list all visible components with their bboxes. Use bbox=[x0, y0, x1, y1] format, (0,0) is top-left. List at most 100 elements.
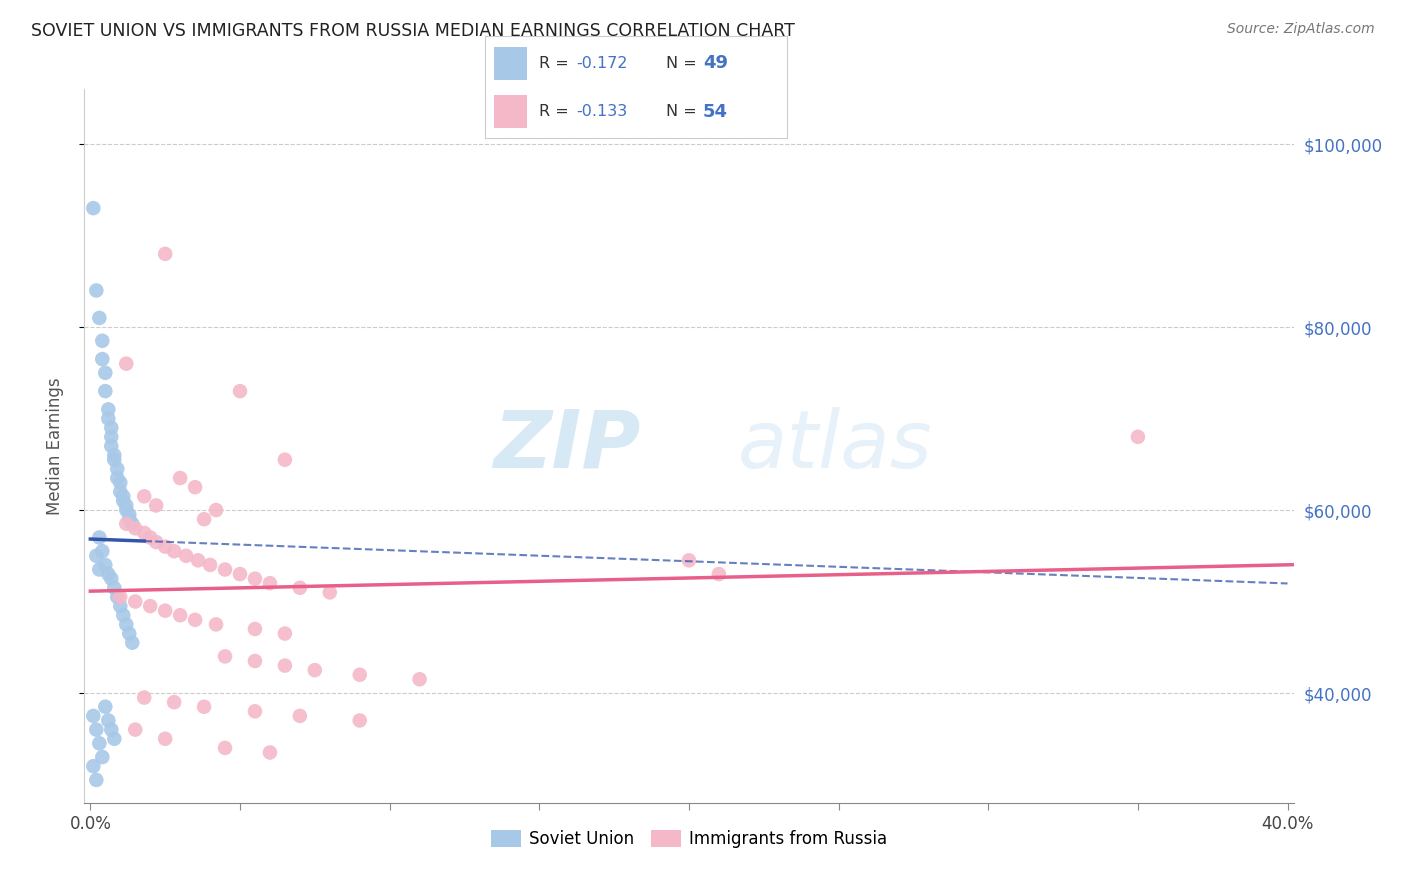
Text: 54: 54 bbox=[703, 103, 728, 120]
Point bbox=[274, 452, 297, 467]
Point bbox=[274, 658, 297, 673]
Point bbox=[288, 709, 311, 723]
Point bbox=[105, 590, 128, 604]
Point bbox=[134, 690, 156, 705]
Point bbox=[105, 462, 128, 476]
Point bbox=[86, 723, 108, 737]
Text: N =: N = bbox=[666, 104, 703, 120]
Point bbox=[82, 709, 104, 723]
Point bbox=[91, 544, 114, 558]
Point bbox=[86, 549, 108, 563]
Point bbox=[97, 714, 120, 728]
Point bbox=[89, 562, 111, 576]
Point bbox=[115, 499, 138, 513]
Point bbox=[89, 736, 111, 750]
Point bbox=[707, 567, 730, 582]
Text: 49: 49 bbox=[703, 54, 728, 72]
Point bbox=[349, 714, 371, 728]
Point bbox=[678, 553, 700, 567]
Point bbox=[205, 503, 228, 517]
Point bbox=[110, 484, 132, 499]
Point bbox=[89, 531, 111, 545]
Point bbox=[214, 740, 236, 755]
FancyBboxPatch shape bbox=[494, 47, 527, 79]
Point bbox=[259, 576, 281, 591]
Point bbox=[100, 723, 122, 737]
Point bbox=[153, 540, 176, 554]
Point bbox=[110, 599, 132, 613]
Text: R =: R = bbox=[540, 104, 575, 120]
Point bbox=[193, 699, 215, 714]
Point bbox=[1126, 430, 1149, 444]
Point bbox=[124, 723, 146, 737]
Point bbox=[163, 695, 186, 709]
Legend: Soviet Union, Immigrants from Russia: Soviet Union, Immigrants from Russia bbox=[484, 823, 894, 855]
Point bbox=[229, 384, 252, 398]
Text: R =: R = bbox=[540, 56, 575, 70]
Point bbox=[82, 201, 104, 215]
Point bbox=[139, 599, 162, 613]
Y-axis label: Median Earnings: Median Earnings bbox=[45, 377, 63, 515]
Text: ZIP: ZIP bbox=[494, 407, 641, 485]
Point bbox=[103, 448, 125, 462]
Point bbox=[91, 352, 114, 367]
Point bbox=[243, 704, 266, 718]
FancyBboxPatch shape bbox=[494, 95, 527, 128]
Point bbox=[349, 667, 371, 681]
Point bbox=[145, 535, 167, 549]
Point bbox=[288, 581, 311, 595]
Point bbox=[229, 567, 252, 582]
Point bbox=[91, 334, 114, 348]
Point bbox=[112, 489, 135, 503]
Point bbox=[86, 284, 108, 298]
Point bbox=[243, 622, 266, 636]
Text: N =: N = bbox=[666, 56, 703, 70]
Point bbox=[97, 411, 120, 425]
Point bbox=[163, 544, 186, 558]
Point bbox=[153, 604, 176, 618]
Point bbox=[187, 553, 209, 567]
Point bbox=[139, 531, 162, 545]
Point bbox=[118, 512, 141, 526]
Point bbox=[259, 746, 281, 760]
Point bbox=[100, 572, 122, 586]
Point bbox=[214, 562, 236, 576]
Point bbox=[243, 654, 266, 668]
Point bbox=[153, 731, 176, 746]
Point bbox=[112, 608, 135, 623]
Point bbox=[214, 649, 236, 664]
Point bbox=[115, 516, 138, 531]
Text: atlas: atlas bbox=[737, 407, 932, 485]
Point bbox=[97, 402, 120, 417]
Point bbox=[105, 471, 128, 485]
Point bbox=[169, 471, 191, 485]
Point bbox=[121, 636, 143, 650]
Point bbox=[97, 567, 120, 582]
Point bbox=[118, 508, 141, 522]
Point bbox=[110, 590, 132, 604]
Point bbox=[112, 494, 135, 508]
Point bbox=[94, 558, 117, 572]
Point bbox=[193, 512, 215, 526]
Point bbox=[124, 521, 146, 535]
Point bbox=[169, 608, 191, 623]
Point bbox=[118, 626, 141, 640]
Point bbox=[145, 499, 167, 513]
Point bbox=[184, 613, 207, 627]
Point bbox=[408, 673, 430, 687]
Point bbox=[100, 430, 122, 444]
Point bbox=[319, 585, 342, 599]
Point bbox=[103, 452, 125, 467]
Point bbox=[103, 581, 125, 595]
Point bbox=[243, 572, 266, 586]
Point bbox=[121, 516, 143, 531]
Point bbox=[205, 617, 228, 632]
Text: SOVIET UNION VS IMMIGRANTS FROM RUSSIA MEDIAN EARNINGS CORRELATION CHART: SOVIET UNION VS IMMIGRANTS FROM RUSSIA M… bbox=[31, 22, 794, 40]
Point bbox=[134, 525, 156, 540]
Point bbox=[91, 750, 114, 764]
Text: -0.133: -0.133 bbox=[576, 104, 627, 120]
Point bbox=[198, 558, 221, 572]
Point bbox=[115, 357, 138, 371]
Point bbox=[115, 503, 138, 517]
Point bbox=[153, 247, 176, 261]
